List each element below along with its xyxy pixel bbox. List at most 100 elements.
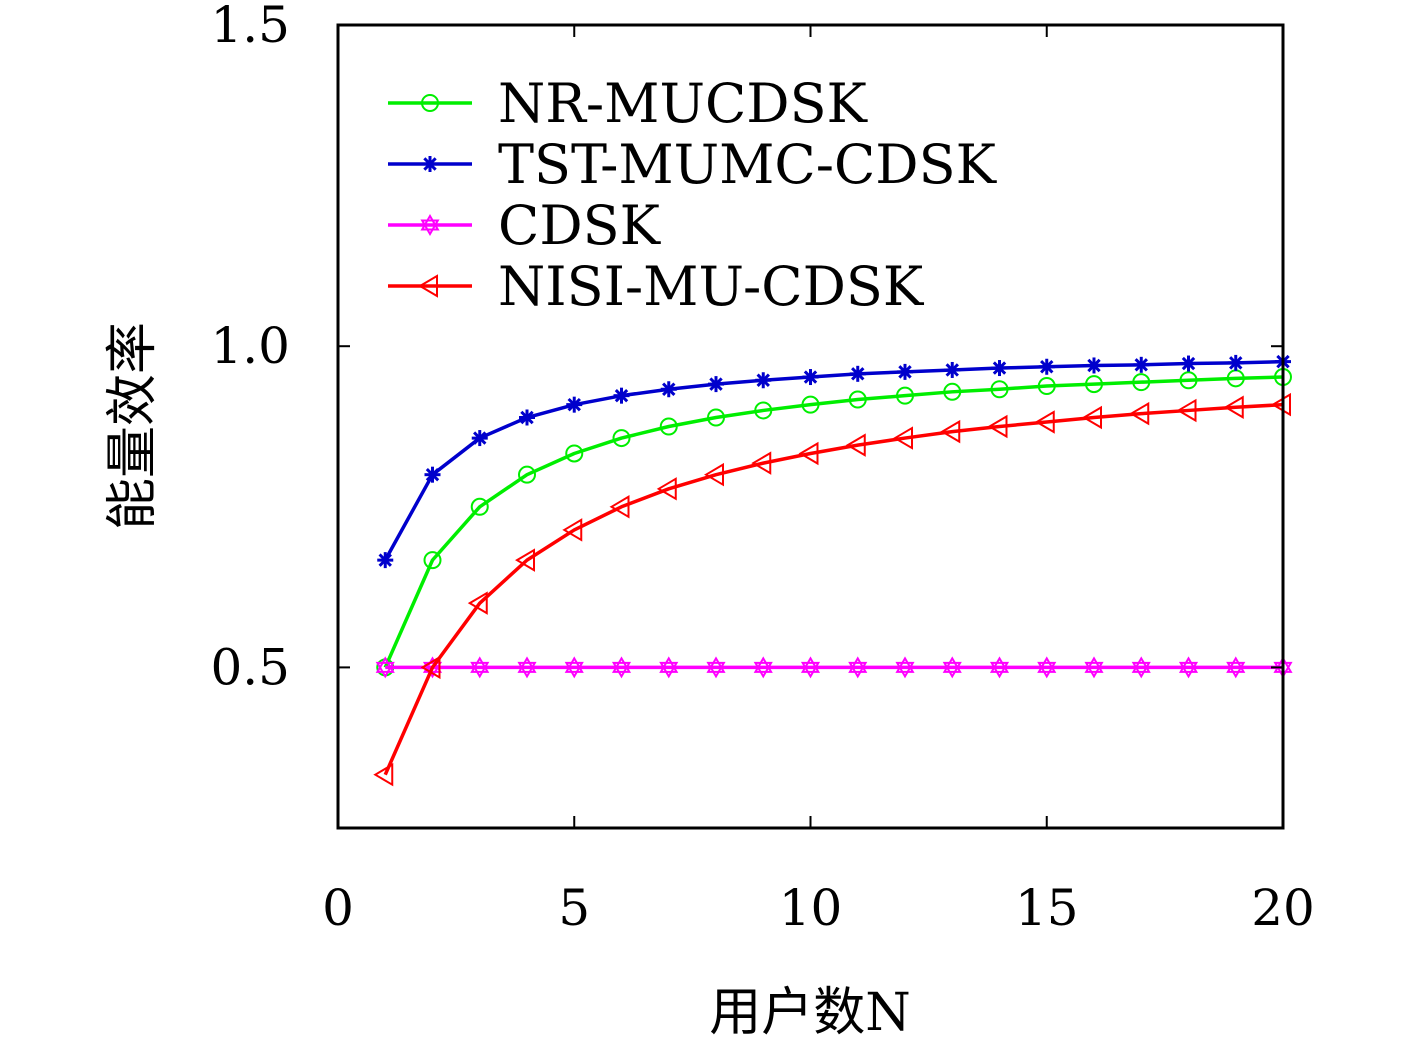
x-tick-label: 20 <box>1251 879 1315 937</box>
data-point <box>519 409 535 426</box>
series-cdsk <box>375 656 1293 679</box>
data-point <box>377 552 394 569</box>
data-point <box>562 518 583 542</box>
data-point <box>707 408 725 427</box>
data-point <box>802 369 819 386</box>
data-point <box>897 363 913 380</box>
data-point <box>848 656 868 679</box>
legend-label: NR-MUCDSK <box>498 72 869 135</box>
data-point <box>1129 401 1150 426</box>
data-point <box>424 466 441 483</box>
data-point <box>940 419 961 444</box>
data-point <box>659 656 679 679</box>
data-point <box>422 656 443 679</box>
data-point <box>656 477 677 501</box>
data-point <box>1037 656 1057 679</box>
data-point <box>373 762 394 787</box>
series-nisi-mu-cdsk <box>373 392 1291 787</box>
data-point <box>470 656 490 679</box>
data-point <box>1132 373 1151 392</box>
data-point <box>989 656 1010 679</box>
data-point <box>849 365 866 382</box>
data-point <box>798 441 819 466</box>
data-point <box>1086 357 1102 374</box>
data-point <box>660 381 677 398</box>
data-point <box>1085 375 1103 394</box>
legend-marker <box>418 274 438 298</box>
legend-item: NR-MUCDSK <box>388 72 869 135</box>
data-point <box>564 656 584 679</box>
legend-label: CDSK <box>498 194 662 257</box>
data-point <box>1223 395 1244 419</box>
data-point <box>1176 398 1197 423</box>
x-tick-label: 0 <box>322 879 354 937</box>
data-point <box>754 401 773 420</box>
x-tick-label: 10 <box>779 879 843 937</box>
data-point <box>987 414 1008 439</box>
series-nr-mucdsk <box>376 368 1292 677</box>
data-point <box>708 376 724 393</box>
y-tick-label: 1.5 <box>210 0 290 54</box>
data-point <box>613 387 630 404</box>
data-point <box>943 382 962 401</box>
data-point <box>990 380 1009 399</box>
data-point <box>517 656 537 679</box>
data-point <box>375 656 395 679</box>
data-point <box>1178 656 1199 679</box>
x-axis-label: 用户数N <box>709 983 911 1037</box>
legend-item: CDSK <box>388 194 662 257</box>
data-point <box>471 430 488 447</box>
data-point <box>1034 410 1055 434</box>
legend-marker <box>420 214 440 236</box>
data-point <box>609 495 630 519</box>
data-point <box>1180 355 1197 372</box>
y-axis-label: 能量效率 <box>103 322 163 530</box>
data-point <box>566 396 583 413</box>
series-line <box>383 402 1284 776</box>
legend-label: TST-MUMC-CDSK <box>498 133 998 196</box>
series-line <box>383 359 1284 561</box>
series-tst-mumc-cdsk <box>377 353 1291 569</box>
data-point <box>848 390 867 409</box>
series-layer <box>373 353 1293 787</box>
data-point <box>659 417 678 436</box>
data-point <box>1133 356 1150 373</box>
data-point <box>565 444 584 463</box>
data-point <box>470 497 489 516</box>
data-point <box>1179 371 1198 390</box>
data-point <box>751 451 772 475</box>
legend-marker <box>422 156 438 172</box>
data-point <box>753 656 773 679</box>
legend-marker <box>421 94 439 112</box>
data-point <box>1226 656 1246 679</box>
data-point <box>704 462 724 487</box>
data-point <box>896 386 914 405</box>
data-point <box>991 360 1008 377</box>
data-point <box>420 655 441 680</box>
data-point <box>611 656 632 679</box>
data-point <box>518 465 536 484</box>
data-point <box>612 429 631 448</box>
x-tick-label: 15 <box>1015 879 1079 937</box>
data-point <box>942 656 962 679</box>
data-point <box>515 548 535 572</box>
legend-label: NISI-MU-CDSK <box>498 255 925 318</box>
data-point <box>755 372 772 389</box>
data-point <box>800 656 821 679</box>
data-point <box>1082 405 1102 430</box>
data-point <box>893 426 913 450</box>
data-point <box>895 656 915 679</box>
data-point <box>944 361 961 378</box>
data-point <box>1131 656 1151 679</box>
data-point <box>801 395 820 414</box>
x-tick-label: 5 <box>558 879 590 937</box>
ticks-layer: 0 5 10 15 20 0.5 1.0 1.5 <box>210 0 1314 937</box>
data-point <box>1084 656 1104 679</box>
data-point <box>706 656 726 679</box>
legend-item: NISI-MU-CDSK <box>388 255 925 318</box>
y-tick-label: 0.5 <box>210 638 290 696</box>
y-tick-label: 1.0 <box>210 317 290 375</box>
